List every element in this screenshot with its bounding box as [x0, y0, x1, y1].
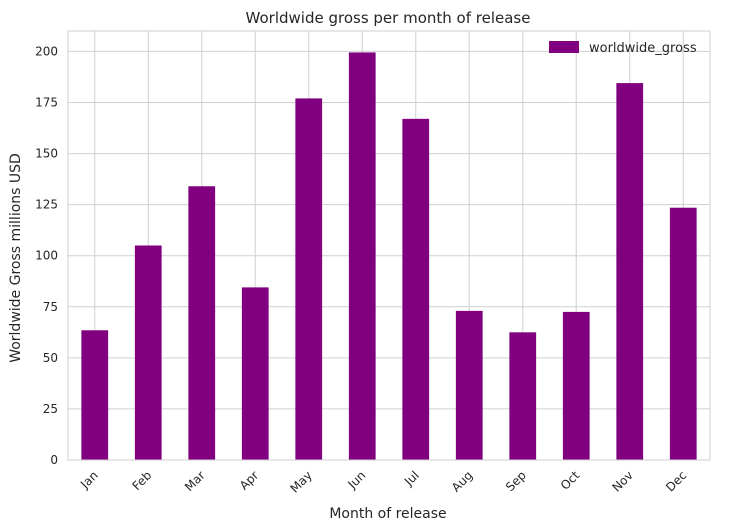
bar	[134, 245, 162, 460]
bar	[509, 332, 537, 460]
x-tick-label: May	[287, 468, 314, 495]
x-tick-label: Dec	[663, 468, 689, 494]
y-tick-label: 50	[43, 351, 58, 365]
x-axis-label: Month of release	[329, 506, 446, 522]
plot-frame	[67, 30, 711, 461]
bar	[188, 186, 216, 460]
x-tick-label: Sep	[503, 468, 529, 494]
y-tick-label: 175	[35, 96, 58, 110]
x-tick-label: Jan	[77, 468, 101, 492]
x-tick-label: Feb	[129, 468, 154, 493]
bar	[402, 118, 430, 460]
bar	[562, 311, 590, 460]
bar	[81, 330, 109, 460]
bar	[616, 83, 644, 460]
bar	[455, 310, 483, 460]
legend-label: worldwide_gross	[589, 41, 697, 56]
x-tick-label: Apr	[237, 468, 262, 493]
y-axis-label: Worldwide Gross millions USD	[8, 153, 24, 363]
bar	[295, 98, 323, 461]
bar	[348, 52, 376, 460]
y-tick-labels: 0 25 50 75 100 125 150 175 200	[35, 44, 58, 467]
y-tick-label: 0	[50, 453, 58, 467]
x-tick-label: Jul	[401, 468, 422, 489]
y-tick-label: 125	[35, 198, 58, 212]
x-tick-label: Mar	[182, 468, 208, 494]
x-tick-labels: Jan Feb Mar Apr May Jun Jul Aug Sep Oct Nov Dec	[77, 468, 689, 496]
bar	[241, 287, 269, 460]
y-tick-label: 150	[35, 147, 58, 161]
legend: worldwide_gross	[549, 41, 697, 56]
x-tick-label: Nov	[609, 468, 635, 494]
bar	[669, 207, 697, 460]
y-tick-label: 200	[35, 44, 58, 58]
y-tick-label: 25	[43, 402, 58, 416]
y-tick-label: 100	[35, 249, 58, 263]
x-tick-label: Aug	[449, 468, 475, 494]
chart-title: Worldwide gross per month of release	[246, 9, 531, 27]
y-tick-label: 75	[43, 300, 58, 314]
x-tick-label: Oct	[558, 468, 583, 493]
x-tick-label: Jun	[345, 468, 369, 492]
legend-swatch	[549, 41, 579, 53]
grid-lines	[68, 31, 710, 461]
bars	[81, 52, 697, 461]
